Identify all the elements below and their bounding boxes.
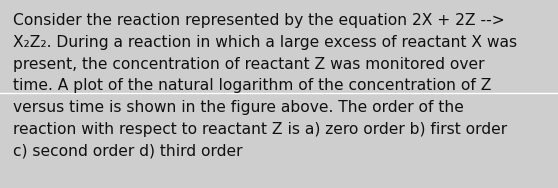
Text: present, the concentration of reactant Z was monitored over: present, the concentration of reactant Z… — [13, 57, 484, 72]
Text: reaction with respect to reactant Z is a) zero order b) first order: reaction with respect to reactant Z is a… — [13, 122, 507, 137]
Text: time. A plot of the natural logarithm of the concentration of Z: time. A plot of the natural logarithm of… — [13, 78, 492, 93]
Text: c) second order d) third order: c) second order d) third order — [13, 144, 243, 159]
Text: Consider the reaction represented by the equation 2X + 2Z -->: Consider the reaction represented by the… — [13, 13, 505, 28]
Text: X₂Z₂. During a reaction in which a large excess of reactant X was: X₂Z₂. During a reaction in which a large… — [13, 35, 517, 50]
Text: versus time is shown in the figure above. The order of the: versus time is shown in the figure above… — [13, 100, 464, 115]
